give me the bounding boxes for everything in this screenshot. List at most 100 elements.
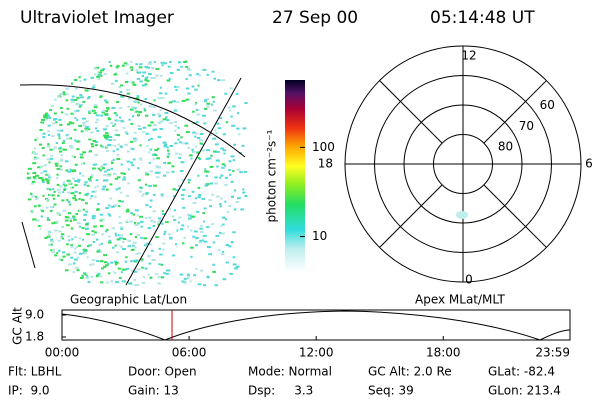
pixel [105,281,109,284]
pixel [105,132,109,135]
pixel [194,197,198,200]
pixel [83,252,87,254]
pixel [80,130,84,133]
pixel [145,192,149,195]
pixel [114,80,118,82]
pixel [238,133,241,136]
pixel [69,145,73,147]
pixel [212,263,216,266]
pixel [171,170,175,173]
pixel [147,255,150,258]
pixel [206,73,209,76]
pixel [73,169,76,172]
pixel [199,269,204,272]
pixel [207,157,212,160]
pixel [212,109,217,112]
pixel [110,261,114,264]
pixel [237,112,240,115]
pixel [223,164,227,167]
pixel [159,109,163,111]
pixel [223,166,226,169]
pixel [48,188,52,191]
pixel [116,101,120,103]
pixel [163,143,168,146]
pixel [233,208,237,211]
pixel [141,75,144,77]
pixel [134,246,137,249]
pixel [78,76,81,79]
pixel [79,94,83,97]
pixel [83,213,88,216]
pixel [86,233,90,236]
pixel [219,202,222,205]
pixel [187,92,191,95]
pixel [83,78,87,81]
pixel [82,100,86,103]
pixel [62,148,66,151]
pixel [144,267,148,270]
pixel [62,255,66,258]
footer-field: Seq: 39 [368,384,414,398]
mlt-label: 18 [318,157,333,171]
pixel [108,214,112,217]
pixel [159,74,163,77]
pixel [183,236,186,239]
pixel [172,188,176,191]
pixel [162,118,167,121]
pixel [82,248,85,251]
pixel [149,219,154,222]
pixel [118,205,121,208]
pixel [124,268,127,271]
pixel [60,233,65,236]
pixel [208,199,212,202]
pixel [179,273,184,276]
pixel [48,176,51,179]
pixel [157,282,161,285]
boundary-arc [19,84,246,158]
pixel [57,133,61,136]
pixel [43,116,47,118]
pixel [100,165,104,168]
pixel [45,116,49,119]
pixel [67,191,71,194]
pixel [137,167,140,170]
pixel [185,65,189,68]
pixel [58,137,61,140]
pixel [148,216,152,219]
pixel [41,118,45,121]
pixel [191,85,195,88]
pixel [179,170,184,172]
pixel [107,117,111,120]
pixel [135,137,138,140]
pixel [39,165,44,168]
pixel [171,254,175,257]
pixel [56,183,60,186]
pixel [58,213,61,216]
pixel [212,270,217,273]
pixel [97,73,102,76]
pixel [47,174,51,177]
pixel [106,145,109,148]
pixel [85,277,89,280]
pixel [88,244,93,247]
pixel [115,261,119,264]
pixel [51,122,56,125]
pixel [133,284,138,287]
pixel [118,199,122,202]
pixel [46,113,49,116]
pixel [120,191,123,194]
pixel [145,242,150,245]
pixel [67,170,72,173]
pixel [135,110,139,113]
pixel [181,197,185,200]
pixel [202,68,207,71]
pixel [187,217,192,220]
pixel [91,263,95,266]
pixel [98,71,102,74]
pixel [95,179,99,182]
pixel [93,73,97,76]
pixel [157,276,162,279]
pixel [161,64,164,67]
pixel [66,253,71,256]
pixel [123,62,128,65]
